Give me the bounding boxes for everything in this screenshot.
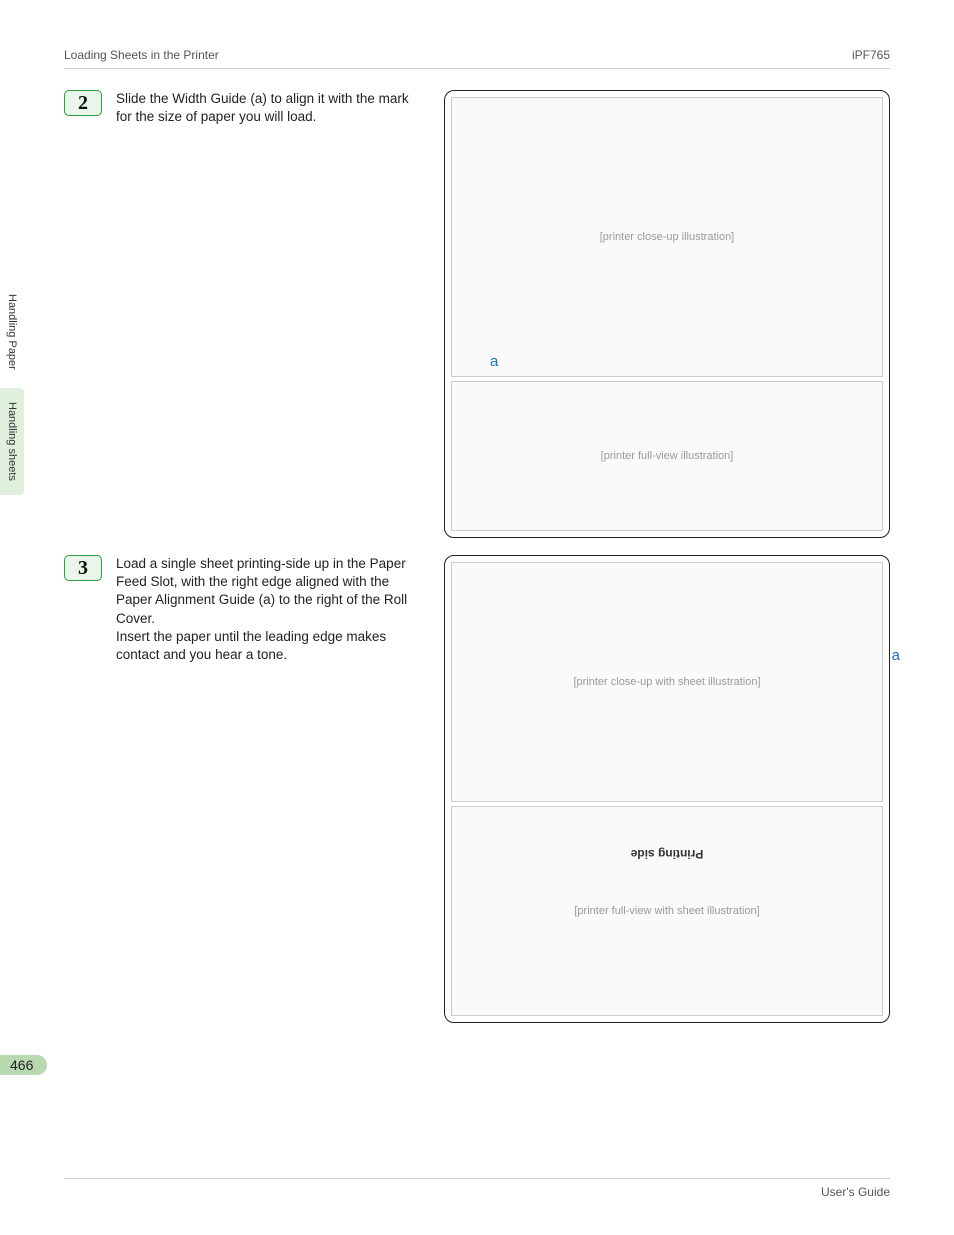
step-number-badge: 3	[64, 555, 102, 581]
sidebar-tab-handling-sheets[interactable]: Handling sheets	[0, 388, 24, 495]
step-figure: [printer close-up illustration] a [print…	[444, 90, 890, 538]
page-header: Loading Sheets in the Printer iPF765	[64, 48, 890, 69]
header-right: iPF765	[852, 48, 890, 62]
footer-right: User's Guide	[821, 1185, 890, 1199]
annotation-label-a: a	[490, 353, 498, 370]
step-text: Load a single sheet printing-side up in …	[116, 555, 426, 1023]
step-body: Slide the Width Guide (a) to align it wi…	[116, 90, 890, 538]
step-number-badge: 2	[64, 90, 102, 116]
page-footer: User's Guide	[64, 1178, 890, 1199]
figure-frame: [printer close-up with sheet illustratio…	[444, 555, 890, 1023]
step-number: 2	[78, 92, 88, 115]
step-number: 3	[78, 557, 88, 580]
sidebar-tab-label: Handling Paper	[6, 294, 18, 370]
step-2: 2 Slide the Width Guide (a) to align it …	[64, 90, 890, 538]
sidebar-tabs: Handling Paper Handling sheets	[0, 280, 44, 499]
sidebar-tab-handling-paper[interactable]: Handling Paper	[0, 280, 24, 384]
figure-illustration-bottom: [printer full-view with sheet illustrati…	[451, 806, 883, 1016]
step-3: 3 Load a single sheet printing-side up i…	[64, 555, 890, 1023]
figure-placeholder: [printer close-up illustration]	[600, 231, 735, 243]
figure-frame: [printer close-up illustration] a [print…	[444, 90, 890, 538]
figure-placeholder: [printer full-view with sheet illustrati…	[574, 905, 759, 917]
page-number: 466	[10, 1057, 33, 1073]
figure-placeholder: [printer close-up with sheet illustratio…	[573, 676, 760, 688]
header-left: Loading Sheets in the Printer	[64, 48, 219, 62]
sidebar-tab-label: Handling sheets	[6, 402, 18, 481]
annotation-label-a: a	[892, 647, 900, 664]
page-number-badge: 466	[0, 1055, 47, 1075]
printing-side-label: Printing side	[631, 847, 704, 861]
step-text: Slide the Width Guide (a) to align it wi…	[116, 90, 426, 538]
figure-illustration-top: [printer close-up illustration] a	[451, 97, 883, 377]
figure-illustration-top: [printer close-up with sheet illustratio…	[451, 562, 883, 802]
step-body: Load a single sheet printing-side up in …	[116, 555, 890, 1023]
figure-illustration-bottom: [printer full-view illustration]	[451, 381, 883, 531]
figure-placeholder: [printer full-view illustration]	[601, 450, 734, 462]
step-figure: [printer close-up with sheet illustratio…	[444, 555, 890, 1023]
